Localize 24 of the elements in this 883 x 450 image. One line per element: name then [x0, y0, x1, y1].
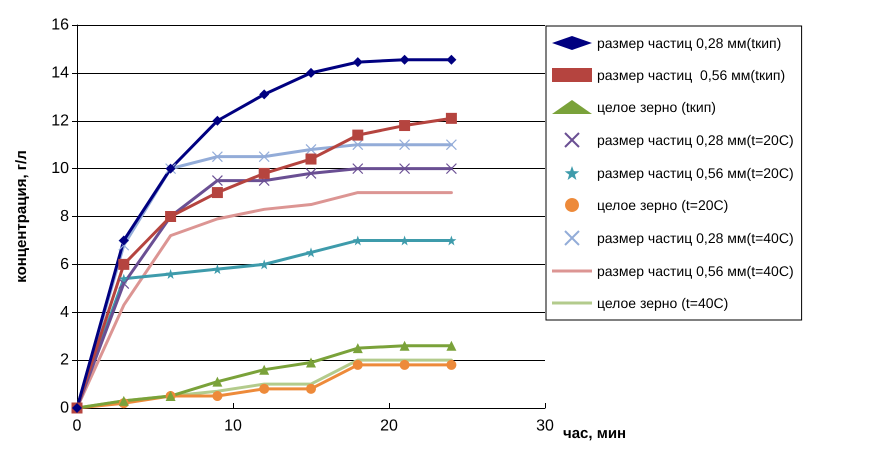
x-tick-label: 0 — [72, 418, 82, 434]
legend-label: размер частиц 0,56 мм(t=20С) — [597, 165, 794, 181]
y-tick-label: 6 — [60, 256, 70, 273]
y-tick-label: 0 — [60, 400, 70, 416]
legend-label: целое зерно (t=40С) — [597, 295, 728, 311]
legend-label: целое зерно (tкип) — [597, 99, 716, 115]
x-tick-label: 30 — [536, 418, 554, 434]
x-tick-label: 20 — [380, 418, 398, 434]
y-tick-label: 12 — [51, 112, 70, 130]
y-tick-label: 8 — [60, 208, 70, 225]
y-axis-title: концентрация, г/л — [13, 150, 30, 283]
legend-label: размер частиц 0,28 мм(t=40С) — [597, 230, 794, 246]
legend-label: размер частиц 0,56 мм(t=40С) — [597, 263, 794, 279]
legend-label: размер частиц 0,56 мм(tкип) — [597, 67, 786, 83]
legend-label: размер частиц 0,28 мм(t=20С) — [597, 132, 794, 148]
x-axis-title: час, мин — [563, 425, 626, 442]
legend-label: размер частиц 0,28 мм(tкип) — [597, 35, 782, 51]
y-tick-label: 14 — [51, 64, 70, 82]
y-tick-label: 16 — [51, 16, 70, 34]
y-tick-label: 2 — [60, 352, 70, 369]
legend-label: целое зерно (t=20С) — [597, 197, 728, 213]
y-tick-label: 10 — [51, 160, 70, 178]
x-tick-label: 10 — [224, 418, 242, 434]
y-tick-label: 4 — [60, 304, 70, 321]
